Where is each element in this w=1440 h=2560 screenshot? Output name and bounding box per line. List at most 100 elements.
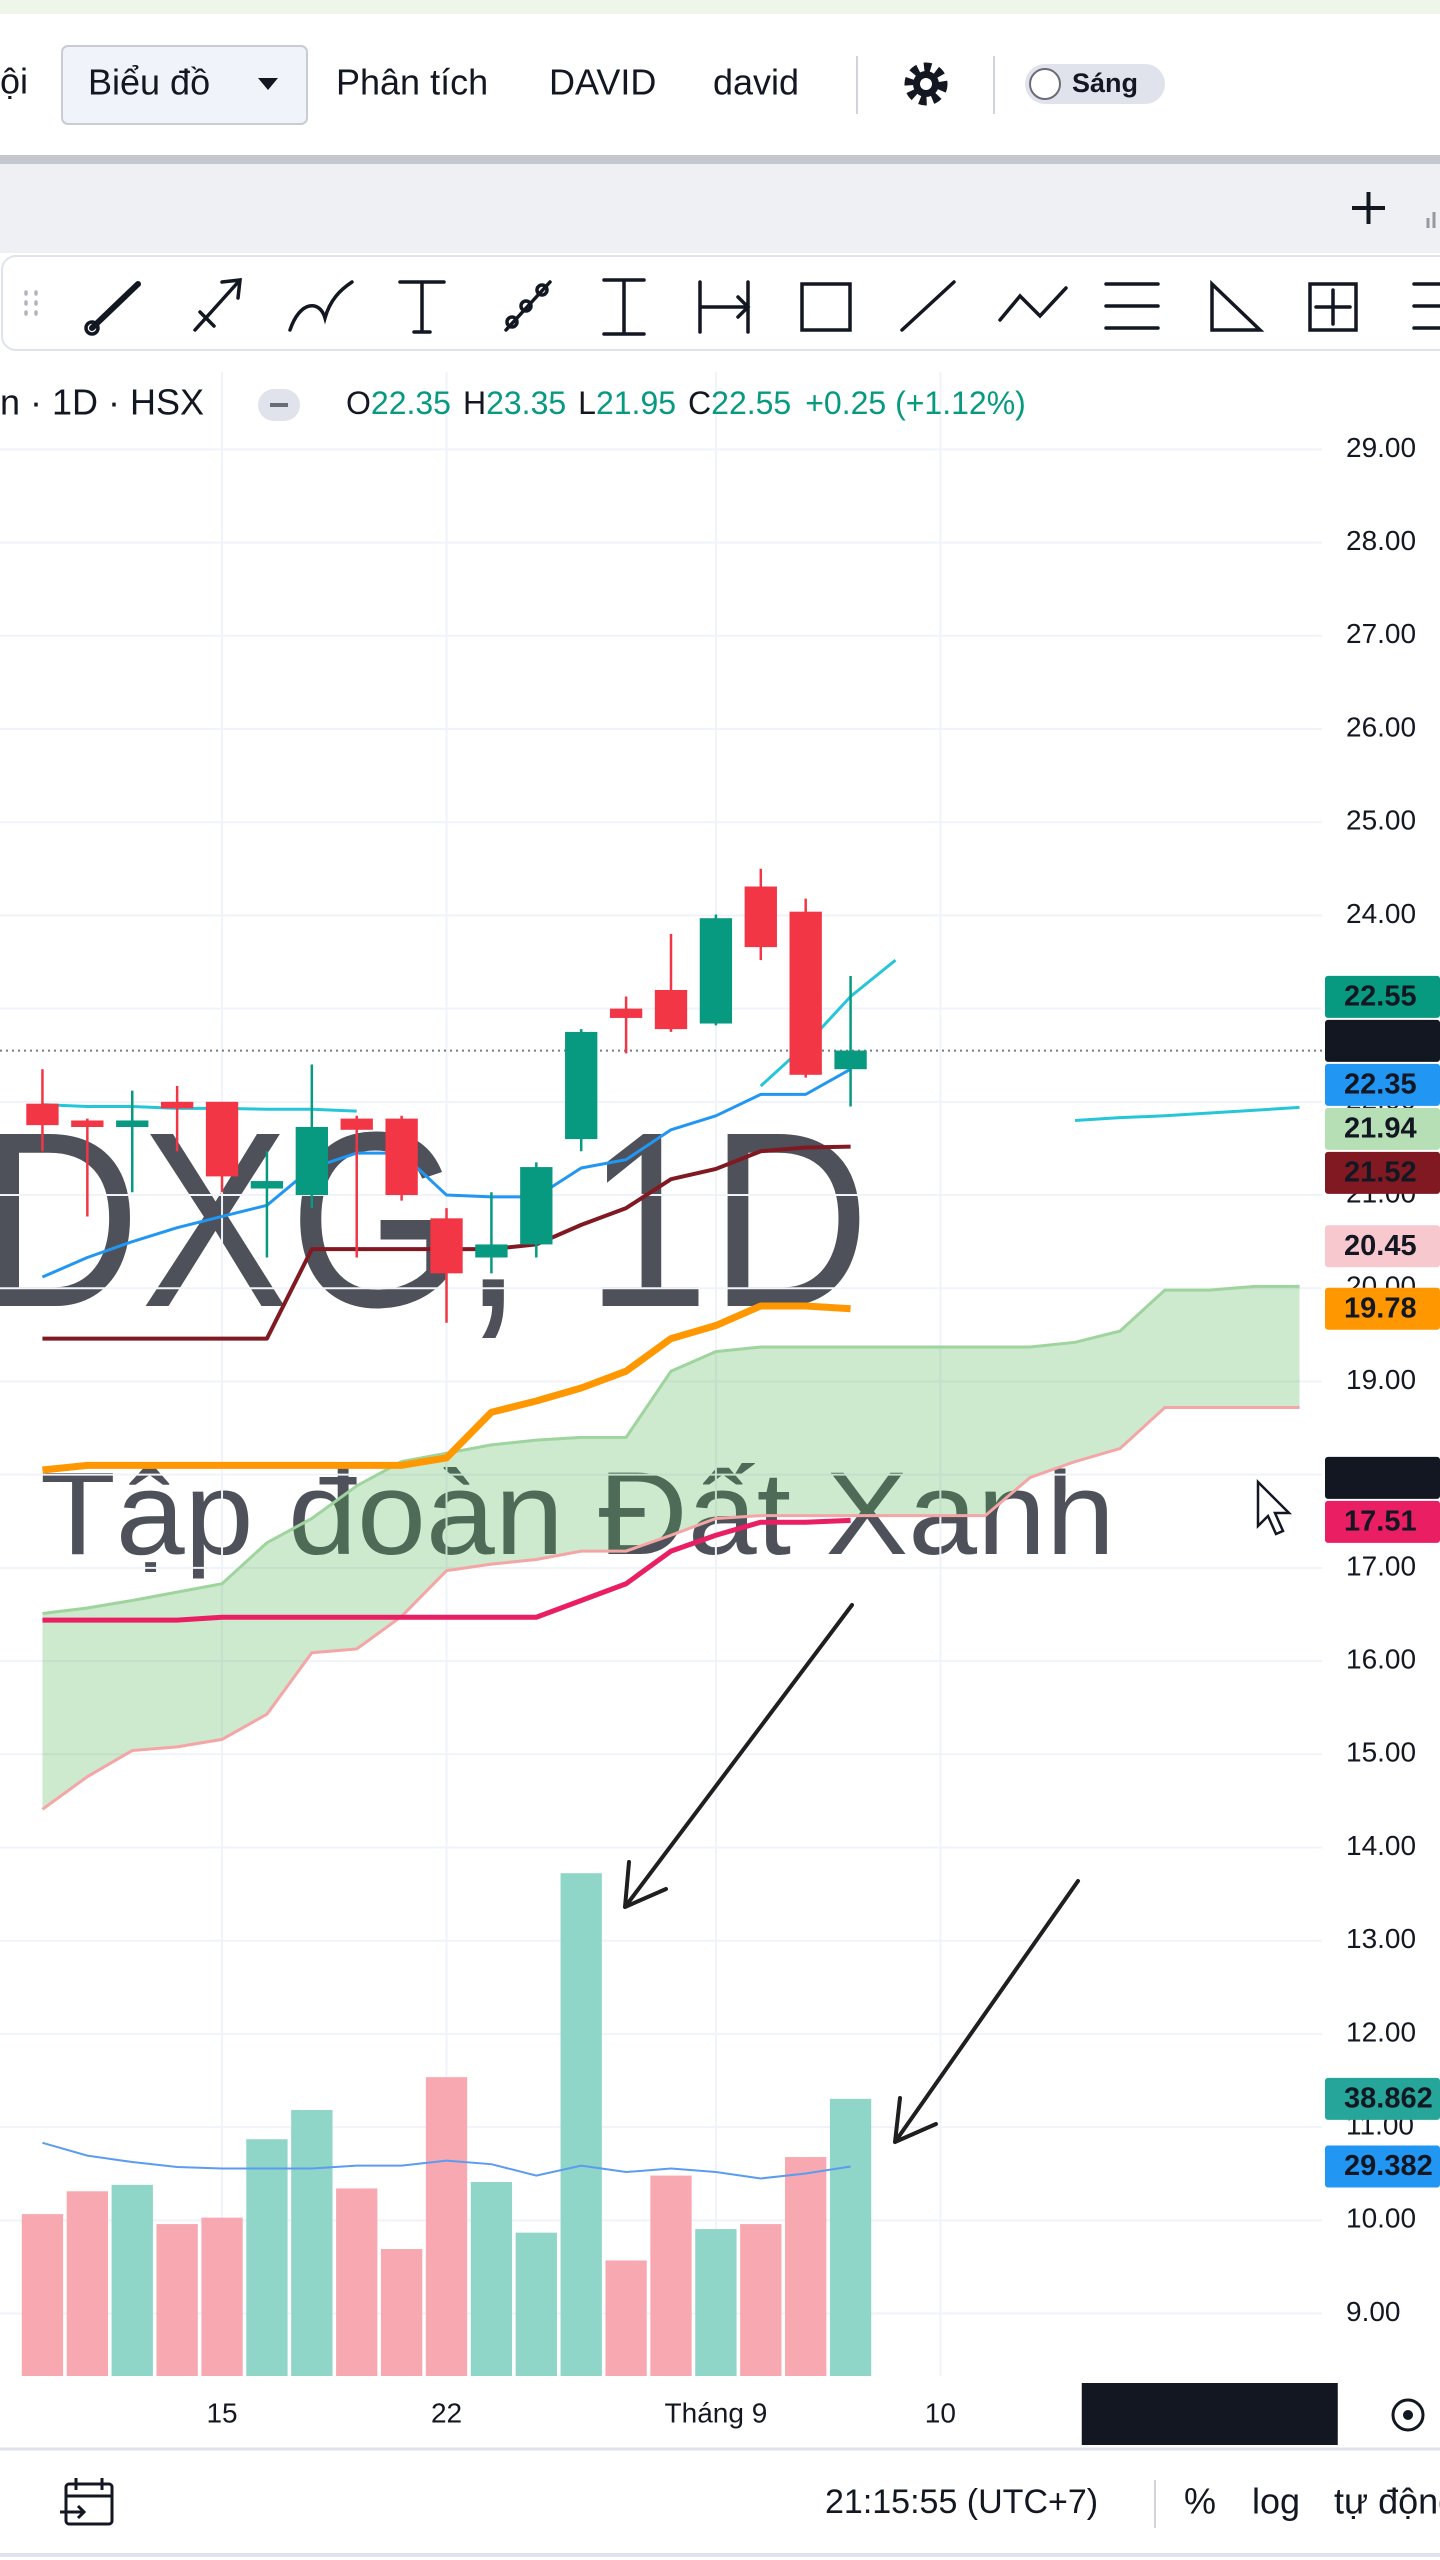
high-label: H <box>463 385 486 421</box>
y-tick-label: 9.00 <box>1346 2296 1401 2327</box>
partial-icon <box>1426 212 1436 228</box>
tab-bar <box>0 164 1440 253</box>
tool-pattern-node <box>505 315 519 329</box>
close-label: C <box>688 385 711 421</box>
price-label-box <box>1325 1500 1440 1543</box>
volume-bar <box>515 2232 557 2376</box>
tool-trend[interactable] <box>89 281 141 331</box>
volume-bar <box>605 2260 647 2376</box>
candle-body <box>565 1031 598 1140</box>
tool-polyline[interactable] <box>998 286 1068 322</box>
candle-body <box>699 918 733 1024</box>
candle-body <box>26 1103 59 1126</box>
tool-more[interactable] <box>1412 282 1440 330</box>
crosshair-date-box <box>1081 2383 1338 2445</box>
theme-toggle-label[interactable]: Sáng <box>1072 68 1138 98</box>
arrow <box>623 1603 854 1909</box>
indicator-line <box>42 958 1300 1122</box>
tool-pattern-node <box>519 299 533 313</box>
axis-settings-dot <box>1403 2410 1413 2420</box>
settings-icon[interactable] <box>904 62 948 106</box>
gear-hole <box>920 78 932 90</box>
price-label: 17.51 <box>1344 1505 1417 1537</box>
change-value: +0.25 (+1.12%) <box>805 385 1026 421</box>
x-tick-label: Tháng 9 <box>665 2397 768 2428</box>
tool-text[interactable] <box>398 280 446 334</box>
y-tick-label: 15.00 <box>1346 1737 1416 1768</box>
y-tick-label: 27.00 <box>1346 618 1416 649</box>
symbol-legend[interactable]: n · 1D · HSX <box>0 382 204 423</box>
tool-brush[interactable] <box>288 280 354 332</box>
price-label-box <box>1325 1151 1440 1194</box>
ohlc-legend: O22.35 H23.35 L21.95 C22.55 +0.25 (+1.12%) <box>346 385 1026 421</box>
price-label: 20.45 <box>1344 1230 1417 1262</box>
volume-label-box <box>1325 2145 1440 2188</box>
gear-teeth <box>904 62 948 106</box>
candle-body <box>116 1120 149 1127</box>
axis-settings[interactable] <box>1391 2398 1425 2432</box>
indicator-line <box>42 1302 851 1474</box>
plot: DXG, 1D Tập đoàn Đất Xanh <box>0 372 1322 2376</box>
candle-body <box>205 1101 239 1177</box>
y-tick-label: 29.00 <box>1346 432 1416 463</box>
cloud-fill <box>42 1286 1300 1810</box>
theme-toggle[interactable] <box>1025 64 1165 104</box>
price-label-box <box>1325 1456 1440 1499</box>
tool-price-range[interactable] <box>602 278 646 336</box>
toggle-knob <box>1029 68 1061 100</box>
indicator-line <box>42 1517 851 1623</box>
volume-bar <box>336 2188 378 2376</box>
volume-ma <box>42 2141 851 2180</box>
tool-date-range[interactable] <box>698 280 751 334</box>
drag-handle <box>24 290 38 316</box>
chart-area <box>0 351 1440 2376</box>
volume-bar <box>111 2184 153 2376</box>
open-value: 22.35 <box>371 385 451 421</box>
price-label: 22.35 <box>1344 1069 1417 1101</box>
open-label: O <box>346 385 371 421</box>
dropdown-caret <box>258 78 278 90</box>
tool-measure-cross <box>1314 288 1352 326</box>
chart-menu-button[interactable] <box>61 45 308 125</box>
volume-bar <box>291 2109 333 2376</box>
tool-pattern[interactable] <box>504 280 552 332</box>
calendar-icon[interactable] <box>60 2478 114 2526</box>
close-value: 22.55 <box>711 385 791 421</box>
candle-body <box>609 1008 643 1018</box>
volume-bar <box>156 2224 198 2376</box>
auto-toggle[interactable]: tự động <box>1334 2481 1440 2522</box>
log-toggle[interactable]: log <box>1252 2481 1300 2522</box>
tool-rectangle[interactable] <box>800 282 852 332</box>
chart-menu-label[interactable]: Biểu đồ <box>88 62 210 103</box>
drawing-toolbar <box>1 255 1440 351</box>
percent-toggle[interactable]: % <box>1184 2481 1216 2522</box>
analysis-menu[interactable]: Phân tích <box>336 62 488 103</box>
tool-measure[interactable] <box>1308 282 1358 332</box>
annotations <box>623 1603 1080 2144</box>
volume-bar <box>785 2157 827 2376</box>
clock: 21:15:55 (UTC+7) <box>825 2483 1098 2521</box>
price-label-box <box>1325 1063 1440 1106</box>
user-menu-lower[interactable]: david <box>713 62 799 103</box>
y-tick-label: 26.00 <box>1346 711 1416 742</box>
volume-bar <box>380 2249 423 2376</box>
add-icon[interactable] <box>1352 192 1385 224</box>
volume-label-box <box>1325 2077 1440 2120</box>
tool-fib[interactable] <box>1104 282 1160 330</box>
volume-bar <box>425 2077 468 2376</box>
candle-body <box>520 1167 553 1245</box>
user-menu[interactable]: DAVID <box>549 62 656 103</box>
status-bar <box>0 2451 1440 2560</box>
mouse-cursor <box>1256 1478 1293 1536</box>
tool-arrow[interactable] <box>193 278 242 332</box>
tab-partial[interactable]: ội <box>0 61 28 102</box>
calendar-details <box>60 2478 112 2520</box>
candle-body <box>340 1118 373 1130</box>
tool-line[interactable] <box>900 280 956 332</box>
price-label-box <box>1325 1225 1440 1268</box>
tool-triangle[interactable] <box>1210 279 1265 332</box>
price-label-box <box>1325 1019 1440 1062</box>
candle-body <box>834 1050 867 1070</box>
